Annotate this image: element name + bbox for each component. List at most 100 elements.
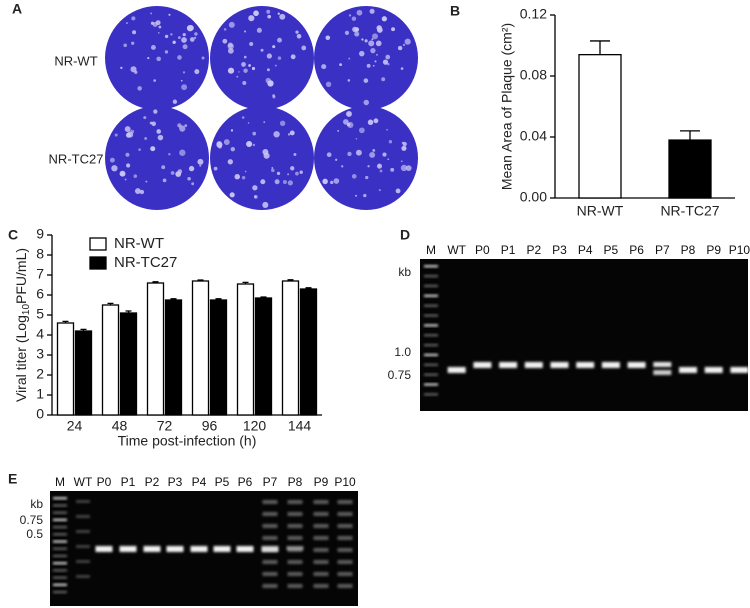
bar bbox=[74, 330, 93, 416]
y-tick-label: 5 bbox=[36, 306, 44, 322]
ladder-band bbox=[424, 383, 438, 386]
plaque bbox=[337, 130, 340, 132]
plaque bbox=[251, 66, 256, 71]
dna-band bbox=[287, 524, 303, 528]
plaque bbox=[344, 30, 350, 35]
dna-band bbox=[653, 362, 672, 367]
ladder-band bbox=[424, 284, 438, 288]
dna-band bbox=[143, 546, 161, 552]
dna-band bbox=[337, 512, 353, 516]
plaque bbox=[150, 12, 153, 15]
plaque bbox=[391, 27, 396, 32]
lane-label: P5 bbox=[215, 475, 230, 489]
ladder-band bbox=[53, 525, 67, 529]
dna-band bbox=[627, 362, 646, 368]
panel-label: E bbox=[8, 471, 17, 487]
plaque bbox=[227, 67, 235, 74]
plaque bbox=[186, 24, 194, 32]
plaque bbox=[131, 41, 135, 45]
plaque bbox=[325, 35, 331, 41]
y-tick-label: 9 bbox=[36, 226, 44, 242]
plaque bbox=[287, 173, 290, 176]
plaque bbox=[229, 192, 235, 198]
lane-label: P4 bbox=[192, 475, 207, 489]
plaque bbox=[256, 27, 262, 33]
lane-label: P1 bbox=[501, 243, 516, 257]
dna-band bbox=[601, 362, 620, 368]
plaque bbox=[179, 125, 186, 132]
y-tick-label: 0.08 bbox=[520, 67, 547, 83]
plaque bbox=[277, 56, 282, 60]
plaque bbox=[177, 169, 183, 174]
plaque bbox=[244, 30, 247, 33]
ladder-band bbox=[53, 540, 67, 543]
dna-band bbox=[704, 367, 723, 373]
dna-band bbox=[262, 584, 278, 588]
ladder-band bbox=[424, 334, 438, 337]
ladder-band bbox=[424, 314, 438, 317]
plaque bbox=[335, 158, 338, 161]
dna-band bbox=[499, 362, 518, 368]
dna-band bbox=[213, 546, 231, 552]
size-marker: 0.75 bbox=[20, 513, 44, 527]
plaque bbox=[346, 122, 351, 127]
dna-band bbox=[287, 512, 303, 516]
y-tick-label: 3 bbox=[36, 346, 44, 362]
plaque bbox=[363, 99, 370, 106]
dna-band bbox=[236, 546, 254, 552]
dna-band bbox=[313, 584, 329, 588]
plaque bbox=[147, 57, 150, 60]
plaque bbox=[194, 69, 200, 75]
ladder-band bbox=[424, 373, 438, 376]
dna-band bbox=[287, 584, 303, 588]
bar bbox=[254, 297, 273, 416]
y-tick-label: 2 bbox=[36, 366, 44, 382]
bar bbox=[191, 280, 210, 416]
legend-label: NR-WT bbox=[114, 235, 164, 252]
plaque bbox=[277, 37, 282, 43]
plate bbox=[314, 6, 418, 110]
dna-band bbox=[76, 575, 90, 578]
plaque bbox=[341, 165, 344, 168]
plaque bbox=[322, 178, 328, 185]
x-axis-title: Time post-infection (h) bbox=[118, 433, 257, 449]
plaque bbox=[266, 68, 270, 72]
bar bbox=[146, 282, 165, 416]
plaque bbox=[372, 148, 376, 152]
plaque bbox=[326, 152, 332, 158]
plaque bbox=[330, 180, 334, 185]
plaque bbox=[144, 137, 148, 140]
lane-label: P3 bbox=[552, 243, 567, 257]
lane-label: P10 bbox=[729, 243, 750, 257]
plaque bbox=[150, 146, 156, 152]
plaque bbox=[375, 53, 378, 56]
plaque bbox=[374, 60, 377, 63]
plaque bbox=[244, 170, 247, 173]
plaque bbox=[247, 122, 250, 124]
plaque bbox=[364, 39, 368, 43]
row-label: NR-TC27 bbox=[49, 151, 104, 166]
plaque bbox=[263, 152, 270, 159]
row-label: NR-WT bbox=[54, 53, 97, 68]
dna-band bbox=[337, 524, 353, 528]
plaque bbox=[339, 63, 343, 67]
bar bbox=[119, 312, 138, 416]
plaque bbox=[402, 141, 407, 147]
plaque bbox=[402, 43, 406, 47]
lane-label: P2 bbox=[145, 475, 160, 489]
plaque bbox=[321, 64, 327, 70]
y-tick-label: 7 bbox=[36, 266, 44, 282]
plaque bbox=[388, 140, 393, 144]
x-tick-label: 96 bbox=[202, 418, 218, 434]
dna-band bbox=[473, 362, 492, 368]
lane-label: M bbox=[426, 243, 436, 257]
plaque bbox=[363, 78, 369, 83]
plaque bbox=[246, 140, 253, 148]
plaque bbox=[125, 132, 132, 138]
y-title-part: Viral titer (Log bbox=[13, 315, 29, 402]
plaque bbox=[182, 71, 186, 74]
ladder-band bbox=[53, 554, 67, 558]
plaque bbox=[376, 25, 382, 31]
plaque bbox=[228, 21, 235, 28]
plaque bbox=[179, 149, 186, 156]
